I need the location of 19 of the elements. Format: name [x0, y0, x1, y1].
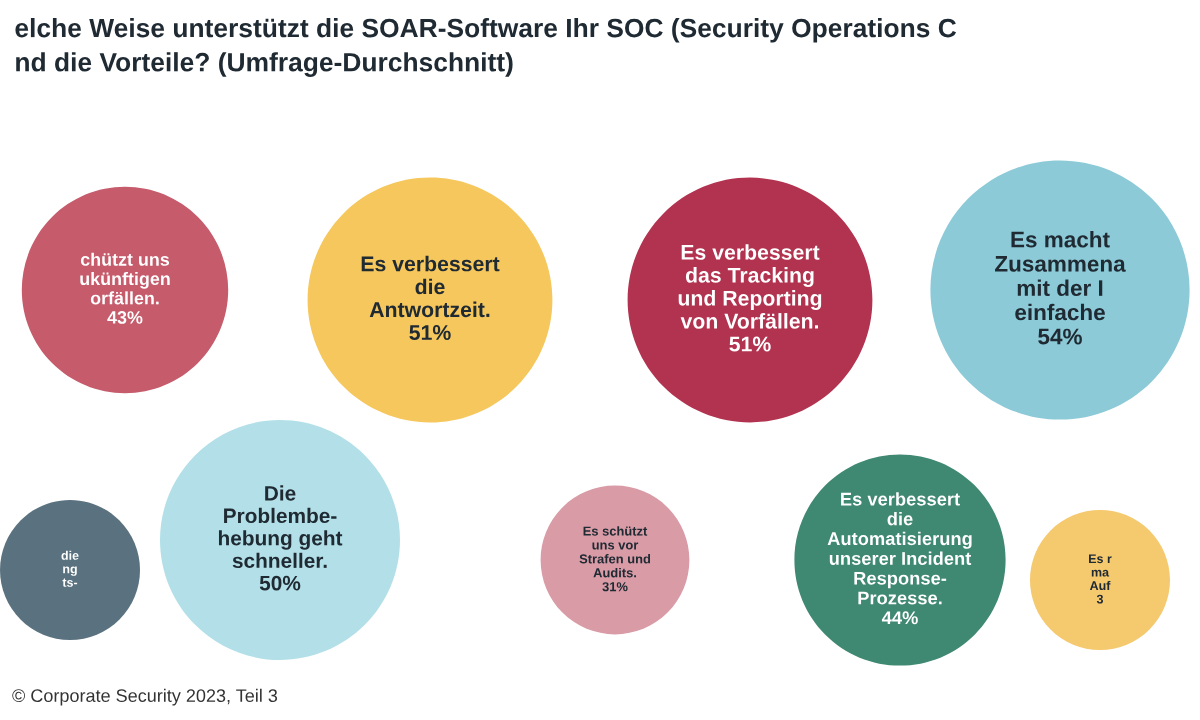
category-label: Die Problembe- hebung geht schneller. — [218, 485, 343, 569]
category-label: Es macht Zusammena mit der I einfache — [995, 231, 1126, 321]
category-label: Es schützt uns vor Strafen und Audits. — [579, 526, 651, 578]
category-label: Es verbessert die Antwortzeit. — [361, 255, 500, 318]
data-label: 54% — [1038, 328, 1082, 345]
text: © Corporate Security 2023, Teil 3 — [12, 688, 278, 706]
category-label: die ng ts- — [61, 550, 79, 587]
category-label: chützt uns ukünftigen orfällen. — [80, 252, 170, 305]
data-label: 51% — [729, 336, 771, 352]
data-label: 50% — [259, 575, 301, 591]
text: elche Weise unterstützt die SOAR-Software Ihr SOC (Security Operations C nd die Vorteile? (Umfrage-Durchschnitt) — [15, 18, 957, 77]
data-label: 51% — [409, 325, 451, 341]
category-label: Es verbessert das Tracking und Reporting von Vorfällen. — [678, 244, 822, 329]
category-label: Es r ma Auf — [1089, 554, 1112, 591]
data-label: 3 — [1096, 594, 1104, 604]
data-label: 31% — [602, 582, 628, 592]
category-label: Es verbessert die Automatisierung unserer Incident Response- Prozesse. — [827, 492, 972, 605]
data-label: 44% — [881, 611, 918, 625]
data-label: 43% — [107, 311, 143, 324]
